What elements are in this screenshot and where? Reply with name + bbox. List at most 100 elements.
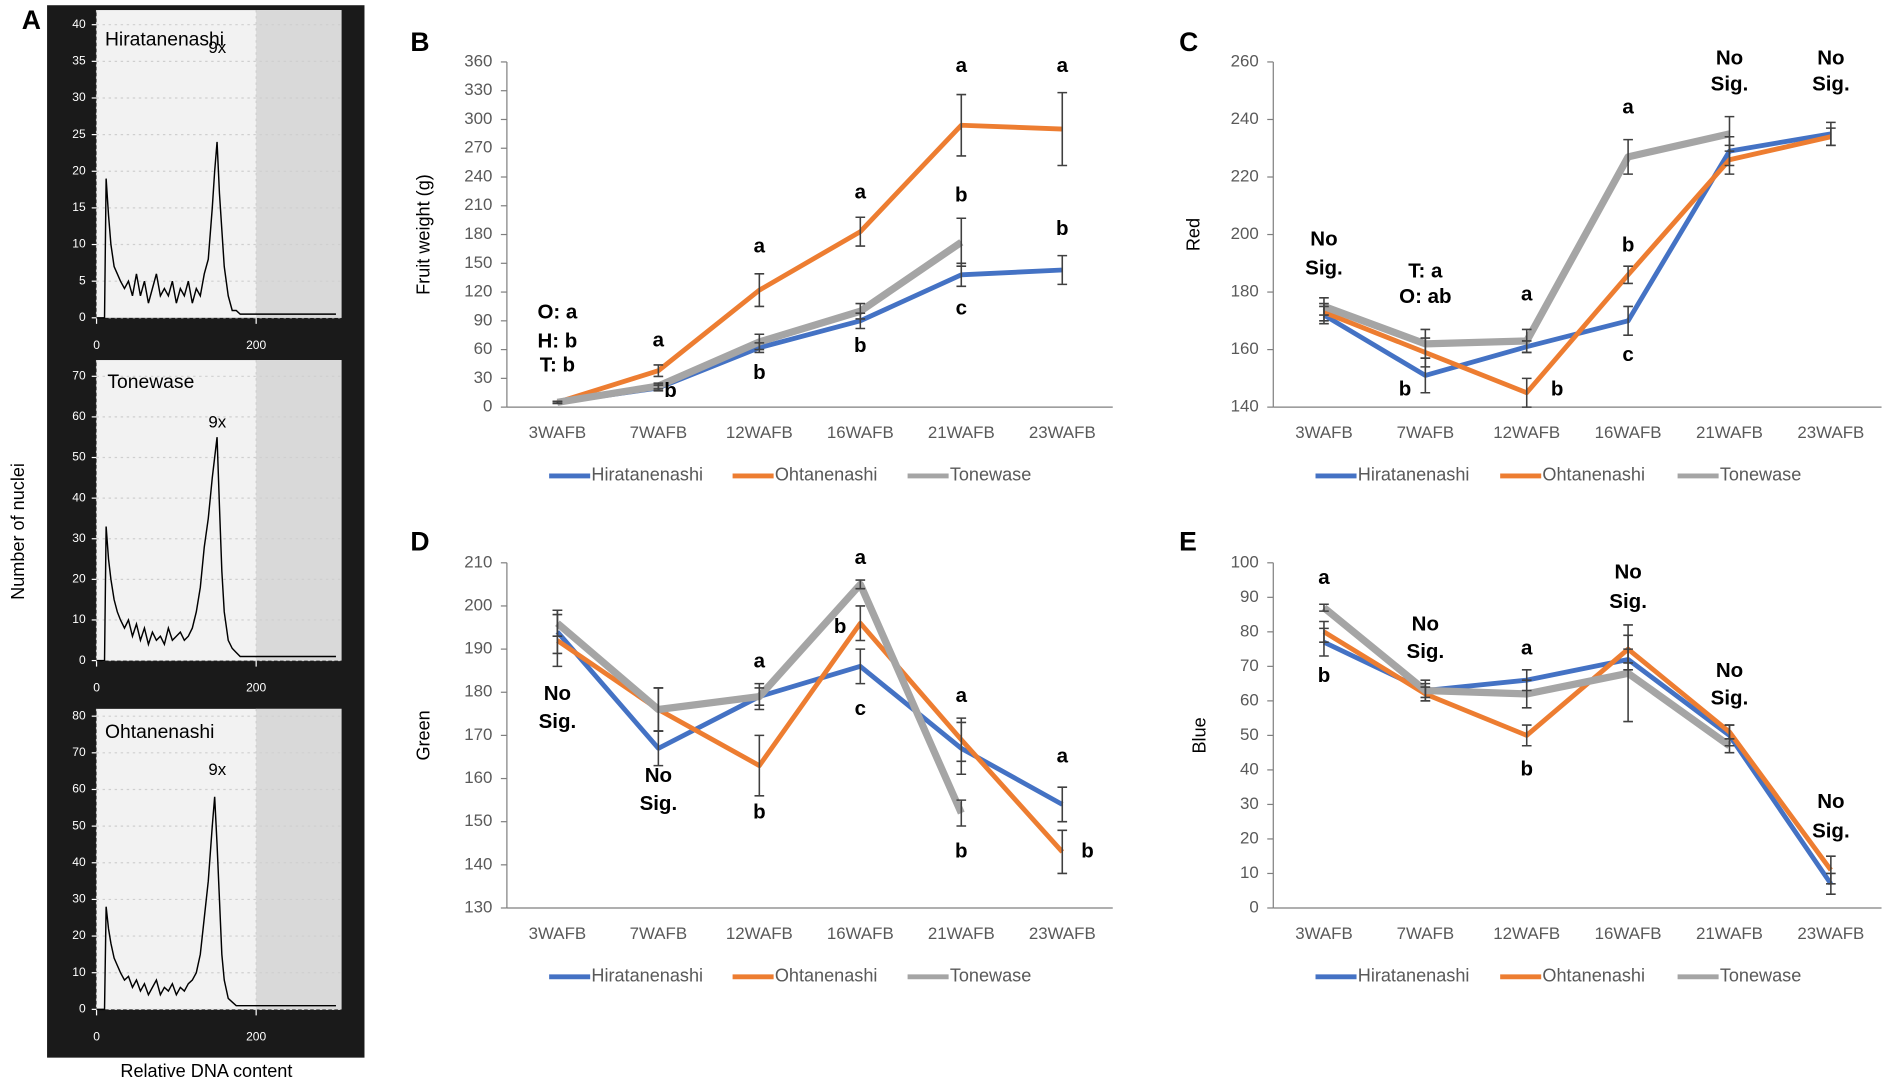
significance-label: b (1399, 377, 1412, 400)
significance-label: H: b (537, 329, 577, 352)
x-tick-label: 200 (246, 338, 266, 352)
error-bar (1319, 297, 1329, 316)
panel-label: E (1179, 527, 1197, 557)
significance-label: Sig. (1711, 72, 1749, 95)
error-bar (855, 579, 866, 590)
legend-label: Hiratanenashi (591, 465, 703, 485)
x-tick-label: 0 (93, 338, 100, 352)
significance-label: No (645, 764, 672, 787)
y-tick-label: 40 (72, 490, 86, 504)
significance-label: b (753, 800, 766, 823)
y-tick-label: 360 (464, 51, 492, 70)
y-tick-label: 210 (464, 552, 492, 571)
legend-label: Tonewase (1720, 966, 1801, 986)
significance-label: No (1310, 228, 1337, 251)
histogram-title: Ohtanenashi (105, 722, 214, 743)
significance-label: a (1318, 566, 1330, 589)
error-bar (1420, 679, 1431, 702)
y-tick-label: 20 (72, 928, 86, 942)
histogram-title: Hiratanenashi (105, 29, 224, 50)
error-bar (1521, 328, 1532, 354)
y-tick-label: 30 (1240, 794, 1259, 813)
y-tick-label: 70 (72, 745, 86, 759)
error-bar (1319, 620, 1329, 643)
significance-label: Sig. (539, 710, 577, 733)
y-tick-label: 210 (464, 195, 492, 214)
x-tick-label: 7WAFB (1397, 924, 1455, 943)
y-tick-label: 130 (464, 897, 492, 916)
significance-label: Sig. (1812, 819, 1850, 842)
significance-label: a (1521, 637, 1533, 660)
significance-label: b (854, 334, 867, 357)
significance-label: b (834, 615, 847, 638)
y-tick-label: 330 (464, 80, 492, 99)
y-tick-label: 20 (72, 572, 86, 586)
x-tick-label: 16WAFB (827, 924, 894, 943)
significance-label: Sig. (640, 792, 678, 815)
x-tick-label: 0 (93, 681, 100, 695)
significance-label: No (1412, 612, 1439, 635)
significance-label: a (855, 546, 867, 569)
y-tick-label: 20 (72, 163, 86, 177)
y-tick-label: 200 (1231, 224, 1259, 243)
error-bar (1724, 738, 1735, 754)
panel-label: D (410, 527, 429, 557)
y-tick-label: 160 (1231, 339, 1259, 358)
x-tick-label: 21WAFB (1696, 924, 1763, 943)
significance-label: Sig. (1305, 256, 1343, 279)
error-bar (956, 217, 967, 267)
error-bar (1319, 603, 1329, 612)
y-tick-label: 60 (72, 782, 86, 796)
histogram-title: Tonewase (107, 372, 194, 393)
x-tick-label: 21WAFB (1696, 423, 1763, 442)
y-axis-label: Blue (1190, 717, 1210, 753)
legend-label: Hiratanenashi (1358, 465, 1470, 485)
histogram-trace (96, 437, 336, 662)
error-bar (754, 273, 765, 308)
error-bar (552, 609, 563, 637)
panel-label: C (1179, 27, 1198, 57)
y-tick-label: 40 (1240, 759, 1259, 778)
y-tick-label: 120 (464, 282, 492, 301)
x-tick-label: 3WAFB (529, 924, 587, 943)
series-line (1322, 130, 1731, 348)
error-bar (552, 400, 563, 405)
error-bar (956, 93, 967, 157)
a-y-label: Number of nuclei (8, 463, 28, 600)
x-tick-label: 7WAFB (1397, 423, 1455, 442)
x-tick-label: 23WAFB (1029, 924, 1096, 943)
gate-region (256, 708, 342, 1010)
significance-label: a (956, 684, 968, 707)
y-tick-label: 40 (72, 855, 86, 869)
y-tick-label: 25 (72, 127, 86, 141)
error-bar (1724, 115, 1735, 152)
y-tick-label: 70 (1240, 656, 1259, 675)
error-bar (855, 302, 866, 320)
x-tick-label: 3WAFB (1295, 924, 1353, 943)
x-tick-label: 12WAFB (1493, 924, 1560, 943)
x-tick-label: 16WAFB (1595, 924, 1662, 943)
error-bar (754, 682, 765, 711)
error-bar (855, 605, 866, 642)
y-tick-label: 0 (483, 397, 492, 416)
y-tick-label: 90 (474, 310, 493, 329)
x-tick-label: 12WAFB (1493, 423, 1560, 442)
legend-label: Ohtanenashi (1542, 966, 1645, 986)
error-bar (1623, 265, 1633, 285)
error-bar (754, 333, 765, 351)
y-tick-label: 50 (72, 818, 86, 832)
y-tick-label: 150 (464, 253, 492, 272)
y-tick-label: 150 (464, 811, 492, 830)
legend-label: Ohtanenashi (1542, 465, 1645, 485)
significance-label: T: a (1408, 259, 1443, 282)
y-tick-label: 260 (1231, 51, 1259, 70)
significance-label: c (855, 697, 866, 720)
significance-label: c (956, 297, 967, 320)
error-bar (1521, 679, 1532, 709)
error-bar (1057, 91, 1068, 167)
error-bar (1623, 138, 1633, 175)
y-tick-label: 30 (72, 90, 86, 104)
significance-label: b (955, 184, 968, 207)
significance-label: No (1817, 46, 1844, 69)
